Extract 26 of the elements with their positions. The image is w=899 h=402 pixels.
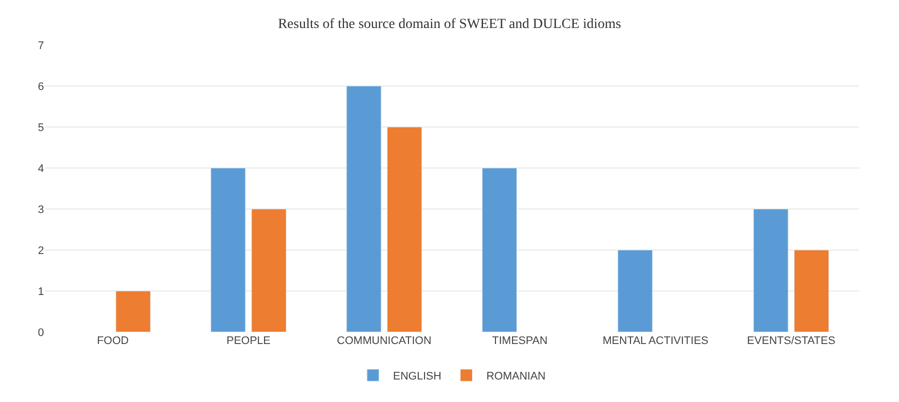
x-tick-label: PEOPLE <box>226 335 271 347</box>
y-tick-label: 0 <box>38 326 44 339</box>
bar <box>482 168 518 332</box>
y-tick-label: 2 <box>38 244 44 257</box>
x-tick-label: FOOD <box>96 335 129 347</box>
bar <box>794 250 830 332</box>
x-tick-label: MENTAL ACTIVITIES <box>602 335 708 347</box>
y-tick-label: 3 <box>38 204 44 216</box>
legend-label: ROMANIAN <box>486 370 546 382</box>
x-tick-label: TIMESPAN <box>492 335 548 347</box>
y-tick-label: 7 <box>38 40 44 52</box>
bar <box>618 250 653 332</box>
chart-title: Results of the source domain of SWEET and DULCE idioms <box>278 16 622 32</box>
bar <box>210 168 246 332</box>
y-tick-label: 5 <box>38 122 44 134</box>
x-tick-label: COMMUNICATION <box>336 335 432 347</box>
y-tick-label: 1 <box>38 286 44 298</box>
bar <box>116 290 151 332</box>
y-tick-label: 6 <box>38 80 44 93</box>
y-tick-label: 4 <box>38 162 44 175</box>
x-tick-label: EVENTS/STATES <box>747 335 836 347</box>
bar <box>386 126 422 332</box>
bar <box>251 208 286 332</box>
bar <box>753 208 788 332</box>
bar <box>346 86 382 332</box>
legend-label: ENGLISH <box>393 370 442 382</box>
